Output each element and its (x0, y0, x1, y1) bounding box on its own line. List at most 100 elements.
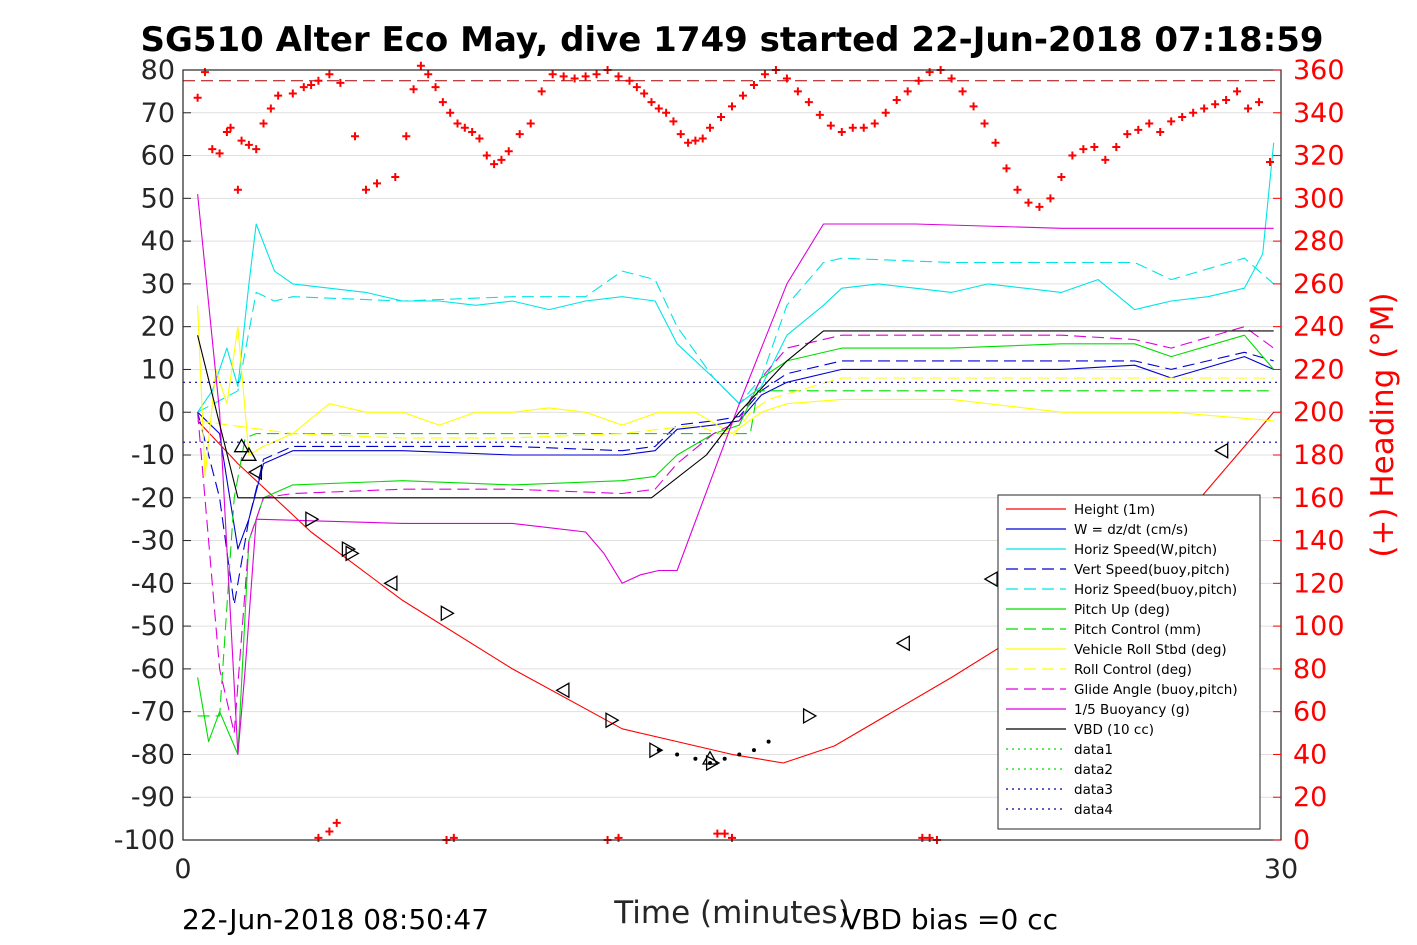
legend-label: Pitch Up (deg) (1074, 602, 1170, 618)
heading-point (640, 89, 649, 98)
series-line-roll-control-deg (197, 377, 1274, 439)
y-tick-label: 70 (141, 98, 175, 129)
turn-marker (305, 511, 320, 528)
turn-marker (983, 570, 998, 588)
heading-point (1079, 145, 1088, 154)
series-line-pitch-up-deg (197, 334, 1275, 755)
heading-point (625, 76, 634, 85)
heading-point (362, 185, 370, 194)
series-line-horiz-speed-w-pitch (197, 142, 1275, 413)
heading-point (222, 128, 231, 137)
heading-point (490, 160, 499, 169)
heading-point (815, 110, 824, 119)
heading-point (592, 70, 601, 79)
y-tick-label: 80 (141, 55, 175, 86)
legend-label: data1 (1074, 742, 1113, 758)
heading-point (1156, 128, 1165, 137)
legend-label: Roll Control (deg) (1074, 662, 1192, 678)
heading-point (226, 123, 235, 132)
chart-title: SG510 Alter Eco May, dive 1749 started 2… (140, 20, 1323, 60)
bottom-dot (693, 756, 698, 761)
heading-point (669, 117, 678, 126)
legend-label: W = dz/dt (cm/s) (1074, 522, 1188, 538)
legend-label: Horiz Speed(buoy,pitch) (1074, 582, 1237, 598)
heading-point (1002, 164, 1011, 173)
heading-point (504, 147, 513, 156)
heading-point (749, 80, 758, 89)
heading-point (706, 123, 715, 132)
heading-point (336, 78, 345, 87)
heading-point (1134, 125, 1143, 134)
heading-point (728, 102, 736, 111)
bottom-dot (675, 752, 680, 757)
heading-point (351, 132, 360, 141)
y-tick-label: -30 (131, 526, 175, 557)
turn-marker (240, 446, 258, 461)
heading-point (233, 185, 242, 194)
heading-point (1090, 143, 1099, 151)
bottom-dot (751, 748, 756, 753)
legend-label: data2 (1074, 762, 1113, 778)
heading-point (1266, 157, 1275, 166)
y-right-tick-label: 220 (1293, 354, 1345, 385)
turn-marker (383, 575, 398, 592)
heading-point (632, 83, 641, 92)
heading-point (548, 70, 557, 79)
heading-point (416, 61, 425, 70)
x-tick-label: 30 (1264, 854, 1298, 885)
y-right-tick-label: 260 (1293, 269, 1345, 300)
heading-point (614, 72, 623, 81)
heading-point (475, 134, 484, 143)
heading-point (837, 128, 846, 137)
turn-marker (605, 712, 620, 729)
y-tick-label: 20 (141, 312, 175, 343)
heading-point (570, 74, 579, 83)
legend-label: data3 (1074, 782, 1113, 798)
turn-marker (555, 682, 570, 699)
heading-point (307, 80, 316, 89)
bottom-dot (737, 752, 742, 757)
heading-point (252, 145, 261, 154)
heading-point (881, 108, 890, 117)
y-tick-label: -10 (131, 440, 175, 471)
legend-label: Pitch Control (mm) (1074, 622, 1201, 638)
legend-label: Vehicle Roll Stbd (deg) (1074, 642, 1227, 658)
heading-point (903, 87, 912, 96)
y-tick-label: 30 (141, 269, 175, 300)
heading-point (288, 89, 297, 98)
legend-label: data4 (1074, 802, 1113, 818)
heading-point (431, 83, 440, 92)
heading-point (676, 130, 685, 139)
y-right-tick-label: 80 (1293, 654, 1327, 685)
legend-label: Height (1m) (1074, 502, 1155, 518)
y-right-tick-label: 0 (1293, 825, 1310, 856)
series-line-glide-angle-buoy-pitch (197, 326, 1275, 734)
y-right-tick-label: 320 (1293, 141, 1345, 172)
y-right-tick-label: 20 (1293, 782, 1327, 813)
heading-point (402, 132, 411, 141)
bottom-dot (766, 739, 771, 744)
heading-point (1112, 143, 1121, 151)
heading-point (468, 128, 477, 137)
heading-point (244, 140, 253, 149)
heading-point (1211, 100, 1220, 109)
heading-point (581, 72, 590, 81)
y-right-tick-label: 180 (1293, 440, 1345, 471)
legend-box (997, 494, 1261, 830)
footer-timestamp: 22-Jun-2018 08:50:47 (182, 903, 489, 936)
heading-point (314, 76, 323, 85)
heading-point (391, 172, 400, 181)
heading-point (691, 136, 700, 145)
heading-point (947, 74, 956, 83)
heading-point (647, 98, 656, 107)
heading-point (1123, 130, 1132, 139)
y-tick-label: -90 (131, 782, 175, 813)
y-tick-label: 10 (141, 354, 175, 385)
turn-marker (649, 742, 664, 759)
y-right-tick-label: 300 (1293, 183, 1345, 214)
heading-point (793, 87, 802, 96)
axes: 80706050403020100-10-20-30-40-50-60-70-8… (114, 55, 1345, 885)
legend-label: VBD (10 cc) (1074, 722, 1154, 738)
y-right-tick-label: 140 (1293, 526, 1345, 557)
